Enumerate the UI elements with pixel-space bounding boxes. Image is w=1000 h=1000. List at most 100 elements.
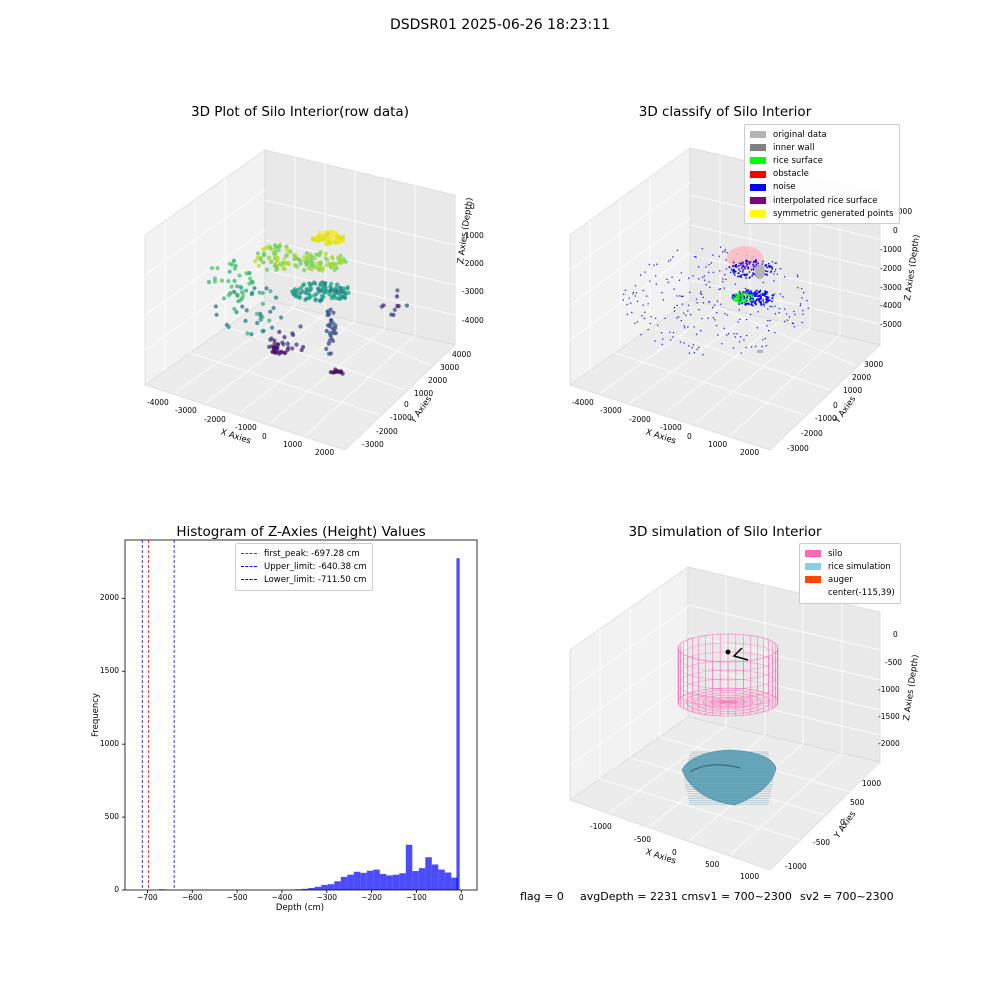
noise-point [646, 295, 648, 297]
noise-point [738, 275, 741, 277]
noise-point [768, 265, 770, 267]
raw-point [275, 345, 280, 350]
raw-point [249, 292, 254, 297]
noise-point [745, 265, 748, 267]
noise-point [683, 325, 685, 327]
raw-point [320, 236, 325, 241]
noise-point [737, 296, 740, 299]
noise-point [634, 285, 637, 287]
raw-point [311, 280, 316, 285]
silo-floor-spoke [698, 690, 729, 703]
classify-ytick: -3000 [787, 444, 809, 453]
raw-point [238, 284, 243, 290]
classify-xtick: -2000 [629, 415, 651, 424]
noise-point [755, 275, 757, 277]
raw-point [327, 338, 332, 343]
raw-point [269, 344, 274, 349]
rice-surface-point [746, 293, 748, 296]
noise-point [745, 274, 748, 276]
raw-point [285, 260, 290, 266]
histogram-bar [295, 889, 302, 890]
noise-point [726, 252, 728, 254]
noise-point [744, 290, 747, 293]
noise-point [680, 272, 682, 274]
noise-point [734, 265, 737, 267]
noise-point [712, 254, 714, 256]
raw-point [330, 238, 335, 243]
raw-point [322, 235, 327, 241]
raw-point [308, 252, 313, 257]
noise-point [732, 261, 735, 264]
noise-point [739, 293, 742, 295]
raw-point [293, 263, 298, 268]
noise-point [741, 294, 744, 297]
raw-point [338, 235, 343, 240]
raw-point [275, 266, 280, 271]
histogram-bar [405, 844, 413, 890]
figure-title: DSDSR01 2025-06-26 18:23:11 [389, 17, 610, 33]
noise-point [755, 299, 757, 302]
noise-point [750, 301, 753, 304]
rice-surface-point [736, 293, 739, 295]
noise-point [741, 274, 743, 276]
histogram-bar [438, 869, 445, 890]
raw-point [315, 265, 320, 270]
raw-point [294, 256, 299, 261]
raw-point [328, 307, 333, 312]
raw-point [273, 350, 278, 355]
noise-point [716, 312, 718, 314]
raw-point [274, 263, 279, 268]
noise-point [717, 334, 719, 336]
raw-point [268, 337, 273, 342]
noise-point [754, 290, 757, 293]
noise-point [773, 280, 775, 282]
raw-point [327, 241, 332, 246]
silo-floor-spoke [727, 701, 778, 705]
silo-floor-spoke [727, 699, 778, 703]
noise-point [760, 289, 762, 291]
noise-point [760, 297, 762, 300]
rice-surface-point [744, 298, 746, 301]
raw-point [334, 369, 339, 374]
raw-point [277, 350, 282, 355]
noise-point [745, 297, 748, 299]
rice-surface-point [735, 296, 738, 298]
rice-surface-point [741, 297, 744, 300]
noise-point [628, 297, 630, 299]
noise-point [632, 293, 634, 295]
noise-point [754, 265, 756, 268]
noise-point [719, 270, 721, 272]
noise-point [698, 308, 700, 311]
raw-point [317, 266, 323, 271]
noise-point [745, 289, 748, 292]
noise-point [735, 294, 737, 297]
raw-point [221, 296, 227, 301]
raw-point [332, 293, 337, 298]
noise-point [760, 300, 762, 303]
noise-point [736, 297, 739, 300]
raw-point [307, 295, 312, 300]
noise-point [714, 304, 716, 306]
noise-point [772, 294, 774, 296]
raw-point [338, 370, 344, 375]
noise-point [649, 280, 651, 282]
rice-surface-point [733, 297, 736, 300]
raw-point [329, 286, 334, 291]
histogram-xtick-label: −700 [137, 893, 158, 902]
noise-point [725, 259, 727, 261]
raw-point [310, 235, 315, 241]
raw-point [273, 261, 278, 266]
raw-point [311, 237, 316, 242]
noise-point [753, 293, 755, 296]
histogram-xtick-label: 0 [458, 893, 464, 902]
noise-point [767, 320, 769, 322]
raw-point [228, 290, 233, 296]
noise-point [797, 287, 799, 289]
noise-point [750, 290, 752, 292]
noise-point [766, 297, 769, 299]
histogram-bar [425, 857, 432, 890]
noise-point [657, 324, 659, 326]
noise-point [701, 276, 704, 278]
raw-point [339, 294, 344, 299]
noise-point [794, 313, 796, 316]
